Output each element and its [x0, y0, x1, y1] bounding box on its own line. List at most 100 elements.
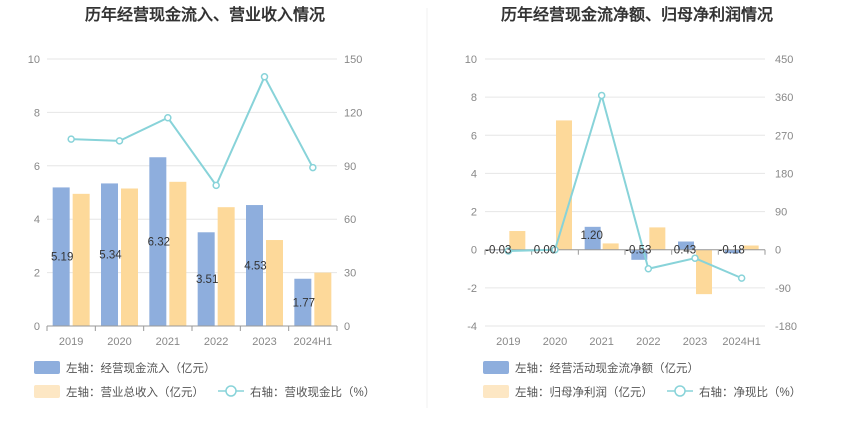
right-tick-label: 0: [344, 321, 350, 333]
bar-primary: [294, 278, 312, 326]
left-tick-label: 2: [471, 207, 477, 219]
line-point: [212, 181, 220, 190]
line-point: [737, 274, 746, 282]
right-tick-label: 90: [344, 161, 356, 173]
legend-swatch-bar: [34, 385, 60, 398]
x-axis-ticks: 2019 2020 2021 2022 2023 2024H1: [496, 336, 761, 348]
right-tick-label: 270: [775, 130, 793, 142]
bar-primary: [246, 205, 263, 326]
x-tick-label: 2020: [543, 336, 567, 348]
data-labels: 5.19 5.34 6.32 3.51 4.53 1.77: [51, 237, 315, 310]
bar-primary: [149, 157, 167, 326]
bar-primary: [631, 249, 648, 260]
bars: [52, 157, 332, 326]
bar-secondary: [696, 249, 712, 295]
left-tick-label: 10: [28, 54, 40, 66]
bar-primary: [52, 187, 70, 326]
bar-primary: [101, 183, 118, 326]
ratio-line: [504, 91, 746, 282]
legend-item-ratio[interactable]: 右轴：营收现金比（%）: [218, 385, 375, 399]
bar-secondary: [121, 188, 138, 326]
bar-secondary: [169, 181, 187, 326]
gridlines: [47, 58, 337, 327]
left-tick-label: 4: [34, 214, 40, 226]
legend-item-net-cashflow[interactable]: 左轴：经营活动现金流净额（亿元）: [483, 361, 699, 375]
right-tick-label: 360: [775, 92, 793, 104]
x-tick-label: 2022: [636, 336, 660, 348]
legend-swatch-marker: [225, 385, 237, 397]
legend-label: 左轴：经营现金流入（亿元）: [66, 361, 216, 375]
line-path: [71, 74, 314, 188]
ratio-line: [67, 73, 317, 190]
data-label: 5.34: [99, 250, 122, 262]
bar-secondary: [72, 193, 90, 326]
legend: 左轴：经营活动现金流净额（亿元） 左轴：归母净利润（亿元） 右轴：净现比（%）: [483, 361, 801, 399]
left-tick-label: 2: [34, 268, 40, 280]
line-point: [309, 163, 317, 172]
data-label: -0.18: [719, 245, 745, 257]
bars: [491, 120, 759, 295]
x-tick-label: 2023: [252, 336, 276, 348]
bar-primary: [678, 241, 694, 250]
bar-secondary: [602, 243, 619, 250]
chart-title: 历年经营现金流净额、归母净利润情况: [501, 5, 773, 24]
right-tick-label: 0: [775, 245, 781, 257]
left-tick-label: 4: [471, 168, 477, 180]
line-point: [504, 247, 513, 255]
right-tick-label: 150: [344, 54, 362, 66]
data-label: 0.43: [674, 245, 696, 257]
legend-label: 左轴：营业总收入（亿元）: [66, 385, 204, 399]
line-point: [551, 245, 559, 254]
x-axis-ticks: 2019 2020 2021 2022 2023 2024H1: [59, 336, 332, 348]
bar-secondary: [314, 272, 332, 326]
left-tick-label: 8: [34, 107, 40, 119]
chart-title: 历年经营现金流入、营业收入情况: [85, 5, 325, 24]
x-tick-label: 2024H1: [294, 336, 333, 348]
legend-item-revenue[interactable]: 左轴：营业总收入（亿元）: [34, 385, 204, 399]
left-tick-label: 10: [465, 54, 477, 66]
bar-primary: [724, 249, 741, 254]
right-tick-label: 30: [344, 268, 356, 280]
data-label: 6.32: [148, 237, 170, 249]
x-tick-label: 2021: [589, 336, 613, 348]
legend-swatch-marker: [674, 385, 686, 397]
data-label: -0.53: [625, 245, 651, 257]
x-tick-label: 2023: [683, 336, 707, 348]
x-tick-label: 2019: [59, 336, 83, 348]
left-tick-label: 0: [471, 245, 477, 257]
line-point: [691, 254, 699, 262]
right-tick-label: 120: [344, 107, 362, 119]
right-axis-ticks: 0 30 60 90 120 150: [344, 54, 362, 333]
legend-swatch-bar: [483, 385, 509, 398]
data-label: 5.19: [51, 252, 73, 264]
left-tick-label: 0: [34, 321, 40, 333]
right-tick-label: -180: [775, 321, 797, 333]
chart-cashflow-revenue: 历年经营现金流入、营业收入情况 0 2 4 6 8 10 0 30 60 90 120 150 20…: [28, 5, 375, 399]
x-tick-label: 2019: [496, 336, 520, 348]
x-tick-label: 2022: [204, 336, 228, 348]
right-tick-label: 90: [775, 207, 787, 219]
bar-primary: [584, 226, 601, 250]
line-point: [115, 137, 124, 145]
data-labels: -0.03 0.00 1.20 -0.53 0.43 -0.18: [485, 230, 745, 257]
bar-secondary: [266, 240, 283, 326]
data-label: 1.77: [293, 298, 315, 310]
x-tick-label: 2024H1: [722, 336, 761, 348]
bar-secondary: [649, 227, 666, 250]
x-tick-label: 2021: [156, 336, 180, 348]
legend-item-cash-inflow[interactable]: 左轴：经营现金流入（亿元）: [34, 361, 216, 375]
right-tick-label: 450: [775, 54, 793, 66]
right-tick-label: 180: [775, 168, 793, 180]
chart-netcash-netprofit: 历年经营现金流净额、归母净利润情况 -4 -2 0 2 4 6 8 10 -180 -90 0 90…: [465, 5, 801, 399]
line-point: [644, 265, 653, 273]
legend-item-net-cash-ratio[interactable]: 右轴：净现比（%）: [667, 385, 801, 399]
legend-swatch-bar: [34, 361, 60, 374]
right-tick-label: 60: [344, 214, 356, 226]
legend-item-net-profit[interactable]: 左轴：归母净利润（亿元）: [483, 385, 653, 399]
legend-label: 右轴：营收现金比（%）: [250, 385, 375, 399]
x-axis: [46, 325, 338, 331]
left-tick-label: -2: [467, 283, 477, 295]
data-label: 1.20: [580, 230, 602, 242]
left-axis-ticks: 0 2 4 6 8 10: [28, 54, 40, 333]
